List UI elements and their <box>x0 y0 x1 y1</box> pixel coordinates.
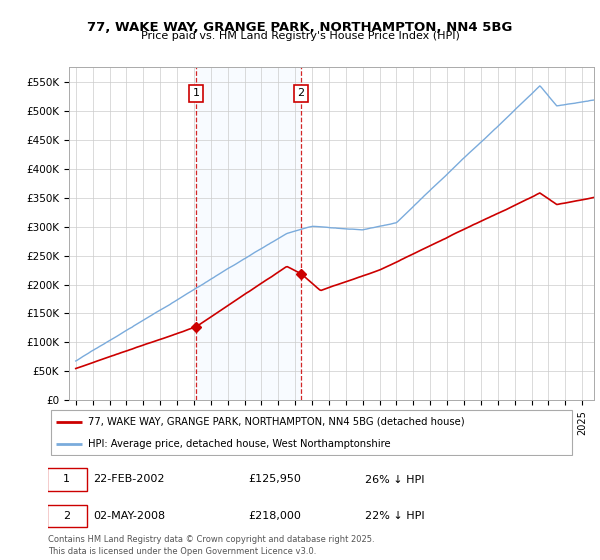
Text: 02-MAY-2008: 02-MAY-2008 <box>93 511 165 521</box>
Text: £125,950: £125,950 <box>248 474 302 484</box>
Text: 1: 1 <box>193 88 200 98</box>
Text: 77, WAKE WAY, GRANGE PARK, NORTHAMPTON, NN4 5BG (detached house): 77, WAKE WAY, GRANGE PARK, NORTHAMPTON, … <box>88 417 464 427</box>
Bar <box>196 67 301 400</box>
Text: HPI: Average price, detached house, West Northamptonshire: HPI: Average price, detached house, West… <box>88 438 390 449</box>
Text: £218,000: £218,000 <box>248 511 302 521</box>
Text: 22-FEB-2002: 22-FEB-2002 <box>93 474 164 484</box>
Text: 1: 1 <box>63 474 70 484</box>
FancyBboxPatch shape <box>47 505 86 527</box>
FancyBboxPatch shape <box>50 410 572 455</box>
Text: 26% ↓ HPI: 26% ↓ HPI <box>365 474 424 484</box>
FancyBboxPatch shape <box>47 468 86 491</box>
Text: 2: 2 <box>297 88 304 98</box>
Text: Contains HM Land Registry data © Crown copyright and database right 2025.
This d: Contains HM Land Registry data © Crown c… <box>48 535 374 556</box>
Text: 2: 2 <box>63 511 70 521</box>
Text: 22% ↓ HPI: 22% ↓ HPI <box>365 511 424 521</box>
Text: 77, WAKE WAY, GRANGE PARK, NORTHAMPTON, NN4 5BG: 77, WAKE WAY, GRANGE PARK, NORTHAMPTON, … <box>88 21 512 34</box>
Text: Price paid vs. HM Land Registry's House Price Index (HPI): Price paid vs. HM Land Registry's House … <box>140 31 460 41</box>
